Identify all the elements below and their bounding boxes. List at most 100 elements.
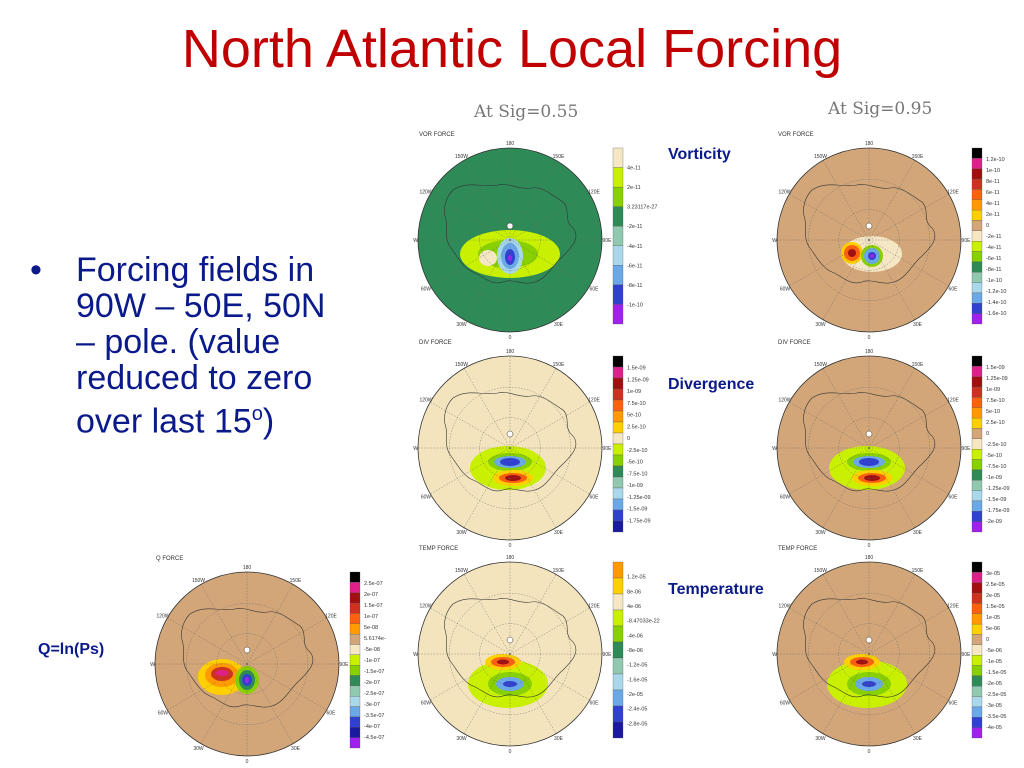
- legend-swatch: [349, 675, 361, 687]
- longitude-label: 60E: [590, 495, 600, 501]
- meridian-line: [509, 160, 557, 241]
- polar-map-svg: TEMP FORCE 180 150E 120E 90E 60E 30E 0 30W 60W 90W…: [772, 546, 1007, 754]
- coastline: [444, 598, 577, 698]
- meridian-line: [430, 447, 511, 495]
- legend-swatch: [971, 592, 983, 604]
- legend-swatch: [612, 454, 624, 467]
- meridian-line: [822, 160, 870, 241]
- field-contour: [505, 475, 521, 481]
- meridian-line: [509, 401, 590, 449]
- longitude-label: 90W: [772, 446, 777, 452]
- legend-swatch: [971, 292, 983, 304]
- longitude-label: 150W: [814, 568, 827, 574]
- legend-label: 1.5e-07: [364, 603, 383, 609]
- legend-swatch: [349, 665, 361, 676]
- panel-title: DIV FORCE: [778, 340, 811, 346]
- legend-label: 6e-11: [986, 190, 1000, 196]
- pole-marker-icon: [865, 430, 873, 438]
- longitude-label: 30W: [815, 322, 826, 328]
- legend-swatch: [971, 480, 983, 491]
- label-q: Q=ln(Ps): [38, 641, 105, 658]
- legend-label: -2.4e-05: [627, 707, 648, 713]
- coastline: [444, 392, 577, 492]
- longitude-label: 120W: [778, 190, 791, 196]
- legend-swatch: [612, 609, 624, 627]
- longitude-label: 90W: [150, 662, 155, 668]
- legend-swatch: [612, 167, 624, 188]
- legend-label: -4e-07: [364, 724, 380, 730]
- polar-map-svg: TEMP FORCE 180 150E 120E 90E 60E 30E 0 30W 60W 90W…: [413, 546, 660, 754]
- meridian-line: [509, 193, 590, 241]
- longitude-label: 120W: [156, 614, 169, 620]
- legend-label: 3.23117e-27: [627, 205, 657, 211]
- legend-label: -8e-06: [627, 648, 643, 654]
- panel-title: TEMP FORCE: [419, 546, 458, 552]
- longitude-label: 0: [509, 335, 512, 340]
- legend-swatch: [612, 147, 624, 168]
- legend-label: 2e-07: [364, 592, 378, 598]
- meridian-line: [789, 653, 870, 701]
- longitude-label: 60W: [780, 287, 791, 293]
- legend-label: 1e-10: [986, 168, 1000, 174]
- longitude-label: 60W: [780, 495, 791, 501]
- longitude-label: 150E: [553, 154, 565, 160]
- longitude-label: 120W: [419, 604, 432, 610]
- legend-swatch: [971, 717, 983, 728]
- meridian-line: [868, 239, 949, 287]
- meridian-line: [789, 239, 870, 287]
- legend-swatch: [971, 147, 983, 159]
- longitude-label: 120W: [419, 398, 432, 404]
- legend-swatch: [971, 438, 983, 450]
- legend-label: 2.5e-05: [986, 582, 1005, 588]
- legend-swatch: [612, 705, 624, 723]
- legend-swatch: [971, 272, 983, 283]
- panel-title: VOR FORCE: [778, 132, 814, 138]
- meridian-line: [246, 617, 327, 665]
- legend-label: -2.5e-07: [364, 691, 385, 697]
- legend-label: -3e-07: [364, 702, 380, 708]
- legend-swatch: [971, 366, 983, 377]
- longitude-label: 60E: [327, 711, 337, 717]
- polar-map-svg: VOR FORCE 180 150E 120E 90E 60E 30E 0 30W 60W 90W 1…: [413, 132, 657, 340]
- legend-swatch: [349, 716, 361, 728]
- legend-swatch: [971, 386, 983, 398]
- longitude-label: 90E: [603, 238, 613, 244]
- meridian-line: [509, 574, 557, 655]
- legend-swatch: [612, 673, 624, 691]
- legend-label: -2.8e-05: [627, 721, 648, 727]
- field-contour: [479, 250, 497, 266]
- longitude-label: 180: [506, 141, 515, 147]
- legend-label: -1.25e-09: [986, 486, 1010, 492]
- temp-force-sig095-panel: TEMP FORCE 180 150E 120E 90E 60E 30E 0 30W 60W 90W…: [772, 544, 1024, 754]
- meridian-line: [246, 663, 327, 711]
- legend-label: 5e-08: [364, 625, 378, 631]
- longitude-label: 30W: [815, 736, 826, 742]
- coastline: [803, 392, 936, 492]
- longitude-label: 60E: [949, 287, 959, 293]
- legend-swatch: [971, 623, 983, 635]
- legend-swatch: [971, 727, 983, 739]
- legend-swatch: [971, 459, 983, 471]
- legend-label: 2e-11: [986, 212, 1000, 218]
- longitude-label: 150E: [912, 362, 924, 368]
- meridian-line: [868, 368, 916, 449]
- legend-label: 1e-07: [364, 614, 378, 620]
- legend-swatch: [971, 417, 983, 429]
- meridian-line: [430, 653, 511, 701]
- longitude-label: 0: [868, 335, 871, 340]
- bullet-text: Forcing fields in 90W – 50E, 50N – pole.…: [76, 252, 376, 439]
- longitude-label: 30E: [554, 530, 564, 536]
- meridian-line: [509, 239, 590, 287]
- legend-swatch: [971, 355, 983, 367]
- legend-swatch: [971, 158, 983, 169]
- legend-swatch: [971, 665, 983, 677]
- map-border: [417, 147, 603, 333]
- longitude-label: 150E: [553, 362, 565, 368]
- legend-swatch: [612, 388, 624, 401]
- div-force-sig095-panel: DIV FORCE 180 150E 120E 90E 60E 30E 0 30W 60W 90W 1…: [772, 338, 1024, 548]
- meridian-line: [430, 401, 511, 449]
- longitude-label: 0: [868, 749, 871, 754]
- legend-label: -2e-09: [986, 519, 1002, 525]
- meridian-line: [167, 617, 248, 665]
- panel-title: DIV FORCE: [419, 340, 452, 346]
